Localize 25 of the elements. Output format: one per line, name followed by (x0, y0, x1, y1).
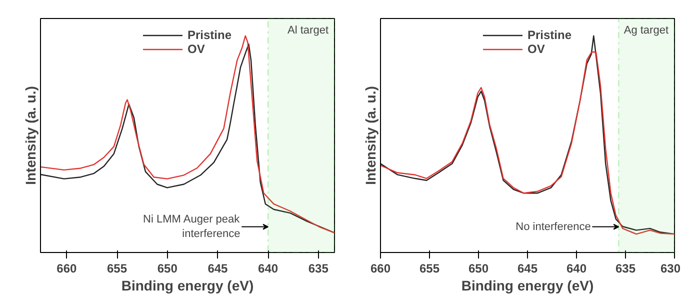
annotation: Ag target (624, 24, 668, 36)
x-tick-label: 650 (468, 262, 489, 276)
x-tick-label: 660 (370, 262, 391, 276)
x-tick-label: 655 (419, 262, 440, 276)
annotation: No interference (516, 220, 591, 233)
x-tick-label: 650 (157, 262, 178, 276)
x-tick-label: 635 (615, 262, 636, 276)
legend-label: OV (187, 42, 206, 56)
x-tick-label: 645 (517, 262, 538, 276)
legend-label: OV (527, 42, 546, 56)
annotation: Al target (288, 24, 329, 36)
x-axis-title: Binding energy (eV) (461, 278, 594, 294)
x-axis-title: Binding energy (eV) (121, 278, 254, 294)
x-tick-label: 660 (56, 262, 78, 276)
y-axis-title: Intensity (a. u.) (362, 86, 378, 185)
x-tick-label: 640 (566, 262, 587, 276)
x-tick-label: 645 (208, 262, 228, 276)
legend-label: Pristine (187, 28, 232, 42)
x-tick-label: 655 (107, 262, 128, 276)
x-tick-label: 640 (258, 262, 278, 276)
y-axis-title: Intensity (a. u.) (22, 86, 38, 185)
legend-label: Pristine (527, 28, 572, 42)
x-tick-label: 630 (660, 262, 681, 276)
x-tick-label: 635 (308, 262, 329, 276)
annotation: Ni LMM Auger peak interference (143, 214, 240, 240)
